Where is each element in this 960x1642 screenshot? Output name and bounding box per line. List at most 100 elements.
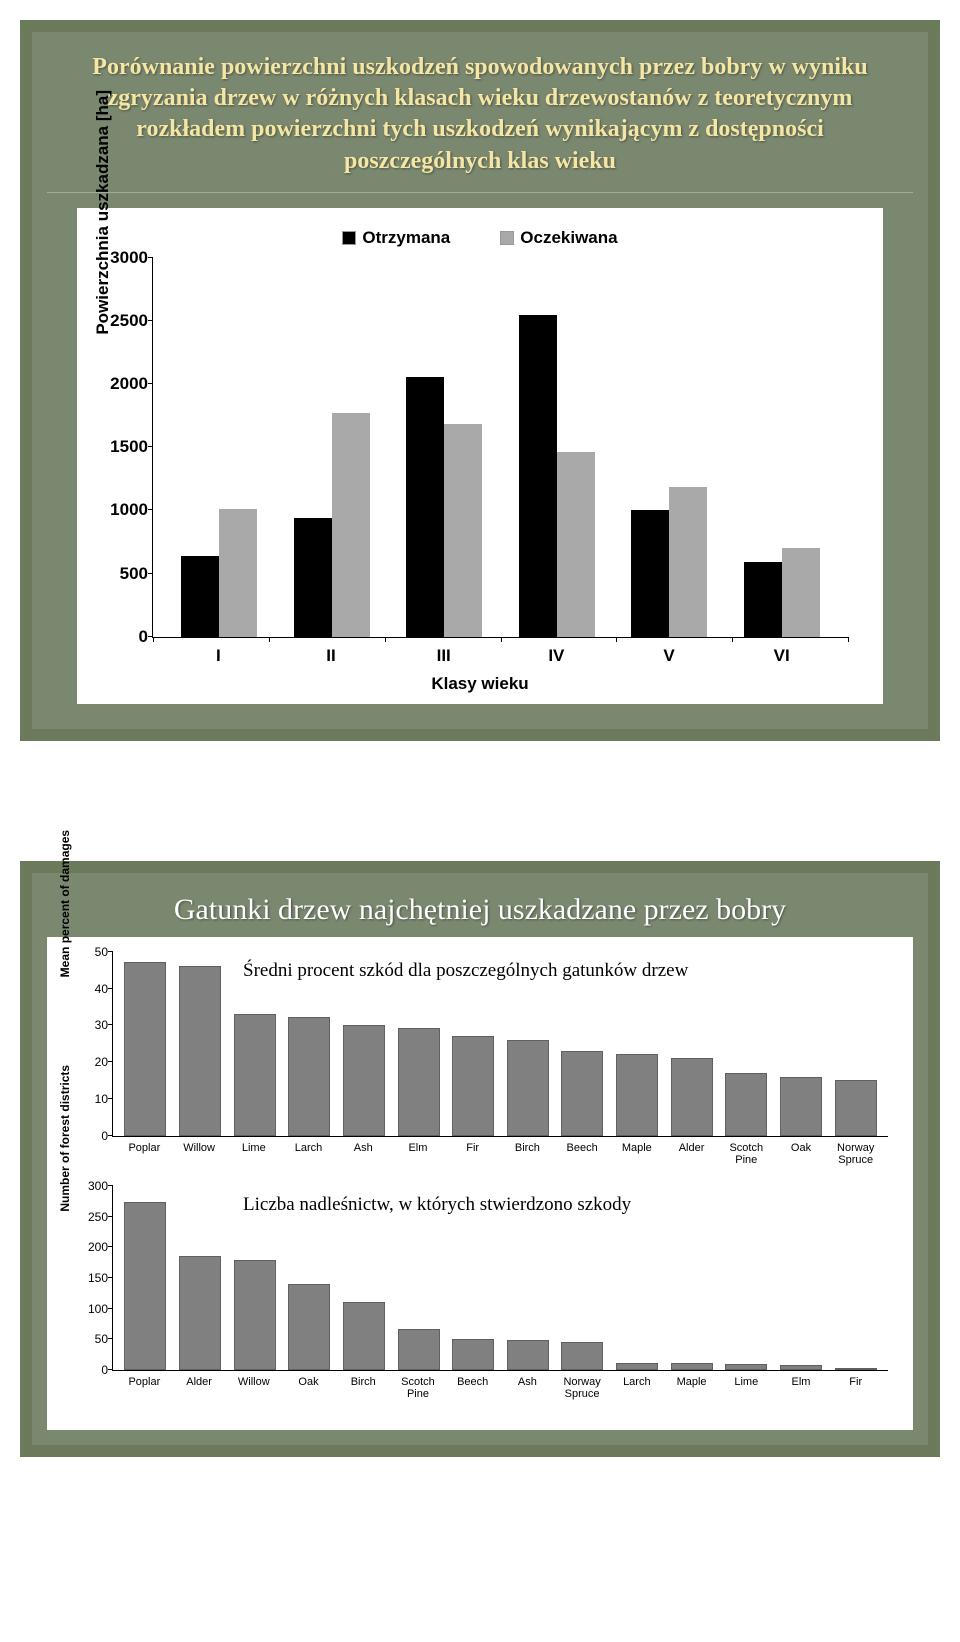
bar-container xyxy=(828,1368,883,1370)
x-tick-label: Oak xyxy=(774,1142,829,1166)
bar-container xyxy=(664,1363,719,1370)
y-tick-label: 50 xyxy=(78,1332,108,1346)
x-tick-label: Maple xyxy=(609,1142,664,1166)
x-tick-label: Lime xyxy=(719,1376,774,1400)
bar-container xyxy=(555,1342,610,1370)
chart2b-section: Liczba nadleśnictw, w których stwierdzon… xyxy=(57,1186,903,1400)
bar-container xyxy=(610,1363,665,1370)
bar-container xyxy=(282,1017,337,1135)
chart1-plot-area: Powierzchnia uszkadzana [ha] 05001000150… xyxy=(152,258,848,638)
bar-container xyxy=(227,1260,282,1370)
y-tick-label: 20 xyxy=(78,1055,108,1069)
bar-group xyxy=(501,315,614,637)
chart2a-y-label: Mean percent of damages xyxy=(58,830,72,977)
y-tick-label: 100 xyxy=(78,1302,108,1316)
x-tick-label: II xyxy=(275,646,388,666)
bar-container xyxy=(719,1073,774,1136)
bar xyxy=(343,1025,385,1136)
bar xyxy=(616,1054,658,1135)
y-tick-label: 0 xyxy=(78,1363,108,1377)
bar xyxy=(124,962,166,1136)
bar-container xyxy=(173,1256,228,1370)
chart1-legend: Otrzymana Oczekiwana xyxy=(92,228,868,248)
y-tick-mark xyxy=(108,1369,113,1370)
bar-group xyxy=(388,377,501,637)
bar-container xyxy=(118,962,173,1136)
bar xyxy=(294,518,332,637)
y-tick-label: 2500 xyxy=(108,311,148,331)
y-tick-mark xyxy=(108,1024,113,1025)
bar-group xyxy=(276,413,389,637)
y-tick-mark xyxy=(108,1098,113,1099)
bar xyxy=(398,1028,440,1135)
bar-container xyxy=(828,1080,883,1136)
y-tick-mark xyxy=(148,257,153,258)
x-tick-label: Alder xyxy=(664,1142,719,1166)
chart1-x-title: Klasy wieku xyxy=(92,674,868,694)
bar xyxy=(782,548,820,637)
bar xyxy=(725,1073,767,1136)
chart1-bars xyxy=(153,258,848,637)
bar-container xyxy=(500,1340,555,1370)
y-tick-label: 30 xyxy=(78,1018,108,1032)
y-tick-label: 150 xyxy=(78,1271,108,1285)
x-tick-mark xyxy=(732,637,733,642)
bar xyxy=(835,1080,877,1136)
bar xyxy=(669,487,707,636)
y-tick-label: 1500 xyxy=(108,437,148,457)
y-tick-label: 500 xyxy=(108,564,148,584)
bar-container xyxy=(446,1036,501,1136)
panel2-title: Gatunki drzew najchętniej uszkadzane prz… xyxy=(47,888,913,937)
bar-container xyxy=(774,1365,829,1370)
y-tick-mark xyxy=(108,951,113,952)
x-tick-label: Ash xyxy=(336,1142,391,1166)
x-tick-label: Alder xyxy=(172,1376,227,1400)
x-tick-label: ScotchPine xyxy=(391,1376,446,1400)
chart1-y-label: Powierzchnia uszkadzana [ha] xyxy=(93,90,113,335)
bar-container xyxy=(173,966,228,1136)
y-tick-mark xyxy=(108,1246,113,1247)
x-tick-label: Larch xyxy=(609,1376,664,1400)
chart1-x-labels: IIIIIIIVVVI xyxy=(152,638,848,666)
x-tick-label: NorwaySpruce xyxy=(828,1142,883,1166)
y-tick-label: 0 xyxy=(108,627,148,647)
x-tick-mark xyxy=(501,637,502,642)
x-tick-label: ScotchPine xyxy=(719,1142,774,1166)
x-tick-label: Poplar xyxy=(117,1376,172,1400)
bar xyxy=(179,966,221,1136)
x-tick-mark xyxy=(616,637,617,642)
x-tick-label: NorwaySpruce xyxy=(555,1376,610,1400)
chart2a-section: Średni procent szkód dla poszczególnych … xyxy=(57,952,903,1166)
legend-label: Oczekiwana xyxy=(520,228,617,247)
legend-item: Oczekiwana xyxy=(500,228,617,248)
x-tick-mark xyxy=(269,637,270,642)
legend-item: Otrzymana xyxy=(342,228,450,248)
bar xyxy=(616,1363,658,1370)
y-tick-label: 1000 xyxy=(108,500,148,520)
y-tick-mark xyxy=(108,1216,113,1217)
bar xyxy=(631,510,669,637)
x-tick-mark xyxy=(385,637,386,642)
x-tick-label: Beech xyxy=(555,1142,610,1166)
x-tick-label: VI xyxy=(725,646,838,666)
bar xyxy=(234,1260,276,1370)
x-tick-label: Willow xyxy=(172,1142,227,1166)
chart2b-subtitle: Liczba nadleśnictw, w których stwierdzon… xyxy=(243,1194,631,1216)
bar xyxy=(507,1040,549,1136)
bar xyxy=(234,1014,276,1136)
y-tick-mark xyxy=(148,446,153,447)
bar xyxy=(343,1302,385,1370)
x-tick-label: Maple xyxy=(664,1376,719,1400)
bar xyxy=(406,377,444,637)
x-tick-label: Ash xyxy=(500,1376,555,1400)
y-tick-mark xyxy=(148,509,153,510)
bar-container xyxy=(337,1302,392,1370)
bar xyxy=(835,1368,877,1370)
y-tick-mark xyxy=(108,1277,113,1278)
bar-container xyxy=(227,1014,282,1136)
panel2-container: Średni procent szkód dla poszczególnych … xyxy=(47,937,913,1430)
x-tick-label: Lime xyxy=(226,1142,281,1166)
y-tick-label: 3000 xyxy=(108,248,148,268)
x-tick-mark xyxy=(848,637,849,642)
bar-container xyxy=(774,1077,829,1136)
